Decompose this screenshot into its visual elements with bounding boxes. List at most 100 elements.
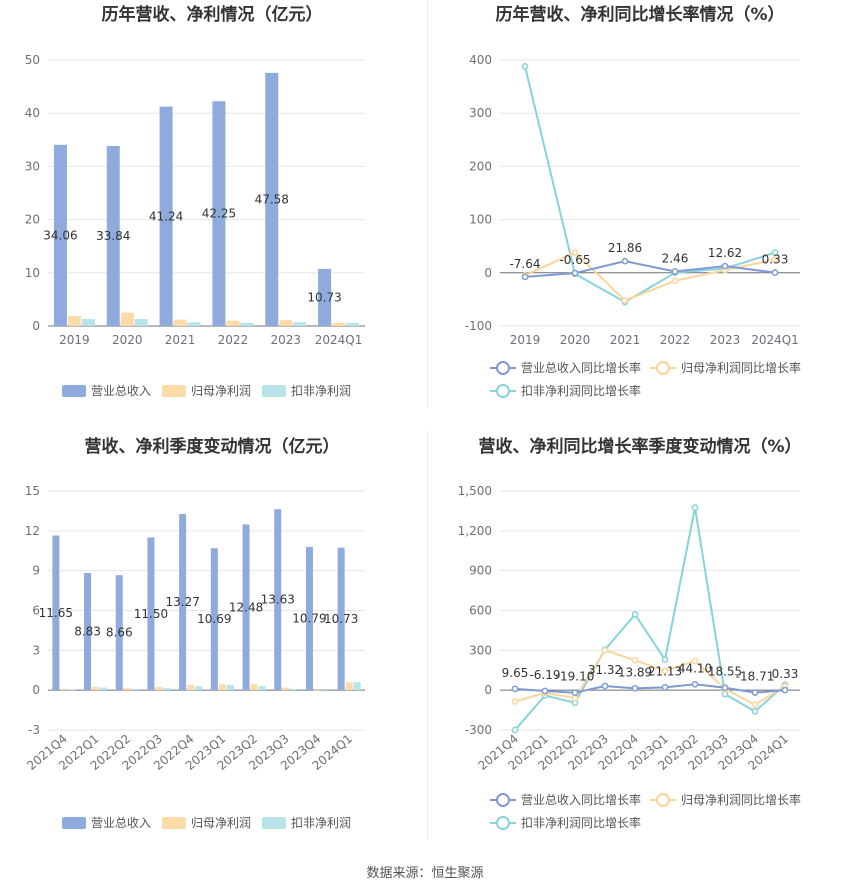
legend-item[interactable]: 归母净利润 [162, 816, 251, 830]
y-tick-label: 300 [469, 106, 492, 120]
y-tick-label: 3 [32, 643, 40, 657]
legend-item[interactable]: 归母净利润同比增长率 [650, 360, 801, 375]
series-point [691, 504, 699, 511]
data-label: 10.73 [324, 612, 358, 626]
legend-item[interactable]: 营业总收入 [62, 816, 151, 830]
y-tick-label: 6 [32, 604, 40, 618]
series-point [751, 689, 759, 697]
data-label: 21.13 [648, 664, 682, 678]
bar-revenue [84, 572, 92, 691]
bar-non-net-profit [346, 322, 360, 326]
y-tick-label: 100 [469, 213, 492, 227]
x-tick-label: 2022 [218, 333, 249, 347]
chart-annual-lines: 历年营收、净利同比增长率情况（%） -100 0 100 200 300 400 2019 20… [465, 4, 801, 398]
bar-net-profit [187, 684, 195, 691]
series-point [691, 657, 699, 665]
data-label: -0.65 [559, 253, 590, 267]
series-point [631, 656, 639, 664]
legend-item[interactable]: 扣非净利润 [262, 384, 351, 398]
bar-net-profit [282, 687, 290, 691]
bar-non-net-profit [240, 322, 254, 326]
legend-item[interactable]: 营业总收入同比增长率 [490, 360, 641, 375]
legend-label: 扣非净利润同比增长率 [521, 815, 641, 830]
chart-annual-bars: 历年营收、净利情况（亿元） 0 10 20 30 40 50 2019 2020 2021 2022… [25, 4, 365, 398]
vertical-divider-bottom [427, 430, 428, 840]
legend-label: 营业总收入同比增长率 [521, 360, 641, 375]
series-point [541, 687, 549, 695]
chart-quarterly-bars: 营收、净利季度变动情况（亿元）-3036912152021Q42022Q1202… [24, 436, 365, 830]
y-tick-label: 0 [32, 319, 40, 333]
chart-title: 营收、净利季度变动情况（亿元） [85, 436, 340, 457]
bar-net-profit [345, 682, 353, 691]
legend-swatch [656, 361, 670, 375]
legend-item[interactable]: 营业总收入 [62, 384, 151, 398]
series-point [511, 685, 519, 693]
data-label: 13.89 [618, 665, 652, 679]
x-tick-label: 2023 [710, 333, 741, 347]
data-label: 33.84 [96, 229, 130, 243]
data-label: 34.06 [43, 228, 77, 242]
chart-title: 营收、净利同比增长率季度变动情况（%） [478, 436, 801, 457]
bar-non-net-profit [81, 319, 95, 326]
bar-revenue [52, 535, 60, 691]
bar-revenue [212, 101, 226, 326]
data-label: 0.33 [772, 667, 799, 681]
quarterly-growth-rate-chart: 营收、净利同比增长率季度变动情况（%） -300 0 300 600 900 1,200 1,… [425, 425, 850, 850]
y-tick-label: 40 [25, 106, 40, 120]
bar-revenue [305, 546, 313, 691]
y-tick-label: 10 [25, 266, 40, 280]
y-tick-label: 200 [469, 159, 492, 173]
quarterly-revenue-profit-chart: 营收、净利季度变动情况（亿元） -3 0 3 6 9 12 15 2021Q4 2022Q1 202… [0, 425, 425, 850]
bar-net-profit [226, 320, 240, 326]
data-label: 12.62 [708, 246, 742, 260]
y-tick-label: 9 [32, 564, 40, 578]
data-label: 42.25 [202, 207, 236, 221]
x-tick-label: 2019 [510, 333, 541, 347]
legend-item[interactable]: 扣非净利润 [262, 816, 351, 830]
data-label: 12.48 [229, 600, 263, 614]
bar-non-net-profit [134, 319, 148, 326]
data-label: 8.83 [74, 625, 101, 639]
x-tick-label: 2022 [660, 333, 691, 347]
series-point [571, 249, 579, 256]
bar-net-profit [92, 686, 100, 691]
legend-swatch [496, 361, 510, 375]
bar-non-net-profit [290, 688, 298, 691]
series-point [601, 646, 609, 654]
legend-item[interactable]: 营业总收入同比增长率 [490, 792, 641, 807]
data-label: 10.69 [197, 612, 231, 626]
bar-net-profit [155, 686, 163, 691]
data-label: 11.50 [134, 607, 168, 621]
legend-swatch [496, 384, 510, 398]
legend-item[interactable]: 归母净利润 [162, 384, 251, 398]
data-label: -7.64 [509, 257, 540, 271]
data-label: 9.65 [502, 666, 529, 680]
bar-revenue [159, 106, 173, 326]
legend-swatch [62, 385, 86, 397]
series-point [511, 726, 519, 734]
data-label: 11.65 [39, 606, 73, 620]
chart-title: 历年营收、净利情况（亿元） [102, 4, 323, 25]
legend-item[interactable]: 扣非净利润同比增长率 [490, 383, 641, 398]
legend-label: 扣非净利润 [291, 816, 351, 830]
series-point [721, 690, 729, 698]
chart-quarterly-lines: 营收、净利同比增长率季度变动情况（%） -300 0 300 600 900 1,200 1,… [458, 436, 802, 830]
bar-net-profit [218, 684, 226, 691]
bar-non-net-profit [163, 688, 171, 691]
x-tick-label: 2021 [165, 333, 196, 347]
bar-revenue [53, 144, 67, 326]
bar-net-profit [120, 312, 134, 326]
legend-label: 营业总收入 [91, 816, 151, 830]
y-tick-label: 12 [25, 524, 40, 538]
y-tick-label: 0 [484, 266, 492, 280]
legend-item[interactable]: 扣非净利润同比增长率 [490, 815, 641, 830]
series-line [514, 507, 786, 731]
bar-non-net-profit [258, 686, 266, 691]
y-tick-label: 15 [25, 484, 40, 498]
series-point [691, 680, 699, 688]
legend-swatch [262, 385, 286, 397]
legend-item[interactable]: 归母净利润同比增长率 [650, 792, 801, 807]
bar-net-profit [332, 322, 346, 326]
data-label: 41.24 [149, 209, 183, 223]
bar-revenue [147, 537, 155, 691]
